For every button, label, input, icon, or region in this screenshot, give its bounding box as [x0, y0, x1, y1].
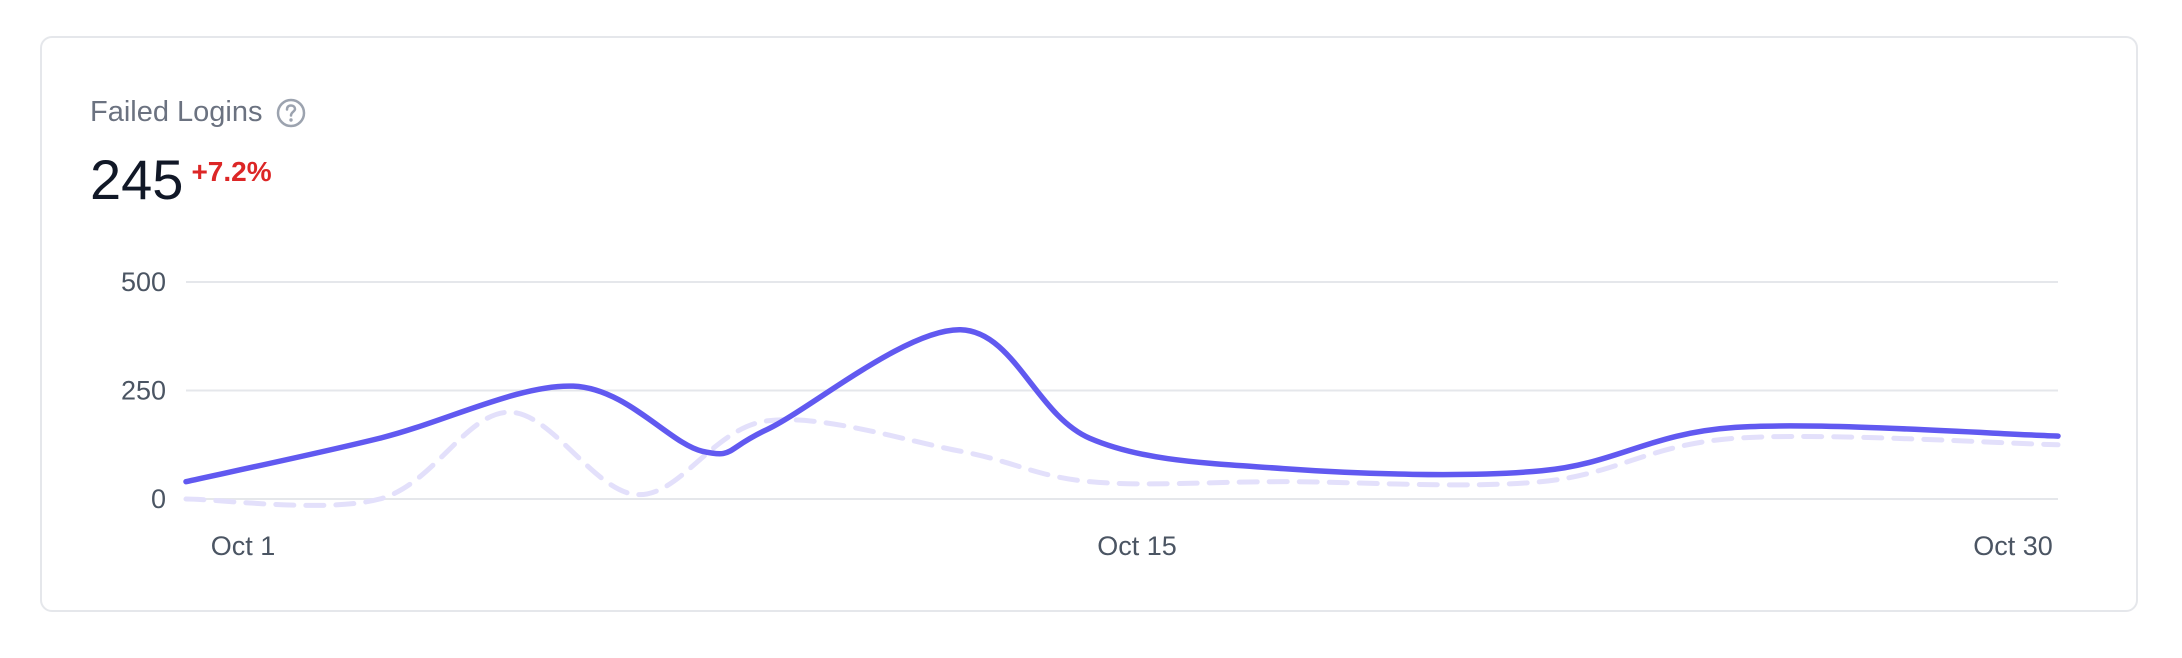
- primary-series-line: [183, 326, 2061, 485]
- y-tick-label: 500: [121, 267, 166, 297]
- failed-logins-card: Failed Logins 245 +7.2%: [40, 36, 2138, 612]
- y-tick-label: 0: [151, 484, 166, 514]
- y-tick-label: 250: [121, 376, 166, 406]
- x-tick-label: Oct 15: [1097, 531, 1177, 561]
- kpi-delta: +7.2%: [191, 156, 272, 187]
- card-title: Failed Logins: [90, 96, 263, 128]
- comparison-series-line: [183, 409, 2061, 508]
- card-header: Failed Logins: [90, 96, 307, 129]
- help-circle-icon[interactable]: [275, 97, 307, 129]
- x-tick-label: Oct 30: [1973, 531, 2053, 561]
- kpi-row: 245 +7.2%: [90, 152, 272, 208]
- x-tick-label: Oct 1: [211, 531, 276, 561]
- kpi-value: 245: [90, 148, 184, 211]
